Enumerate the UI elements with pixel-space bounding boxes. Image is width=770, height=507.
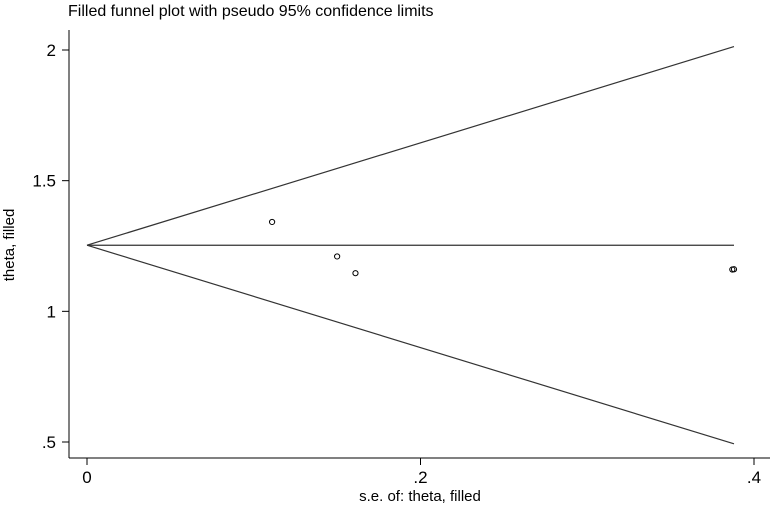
data-point bbox=[268, 218, 276, 226]
x-axis-label: s.e. of: theta, filled bbox=[359, 488, 481, 505]
x-axis-ticks: 0 .2 .4 bbox=[82, 458, 761, 487]
plot-area bbox=[86, 46, 738, 445]
data-point bbox=[730, 266, 738, 273]
lower-confidence-limit-line bbox=[86, 244, 735, 445]
y-tick-label: 1.5 bbox=[32, 172, 56, 191]
data-point bbox=[334, 253, 341, 260]
y-tick-label: 1 bbox=[47, 302, 56, 321]
y-tick-label: 2 bbox=[47, 41, 56, 60]
data-point bbox=[352, 270, 359, 277]
upper-confidence-limit-line bbox=[86, 46, 735, 246]
x-tick-label: .4 bbox=[747, 468, 761, 487]
chart-title: Filled funnel plot with pseudo 95% confi… bbox=[68, 3, 434, 20]
x-tick-label: 0 bbox=[82, 468, 91, 487]
y-axis-ticks: .5 1 1.5 2 bbox=[32, 41, 69, 452]
y-tick-label: .5 bbox=[42, 433, 56, 452]
y-axis-label: theta, filled bbox=[1, 209, 18, 282]
x-tick-label: .2 bbox=[413, 468, 427, 487]
